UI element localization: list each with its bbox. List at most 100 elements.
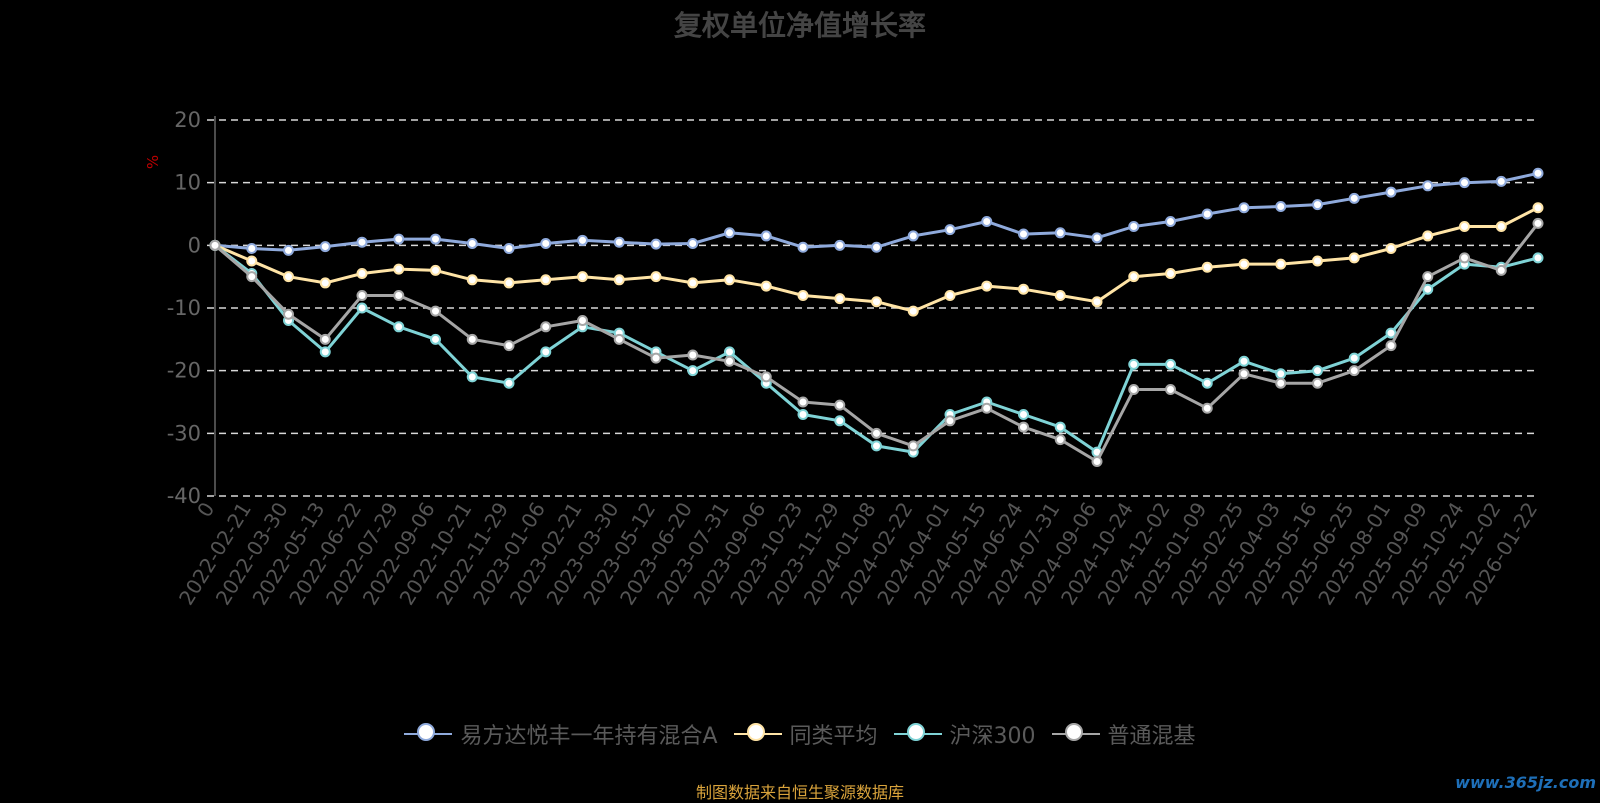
series-1-point [577,234,588,246]
series-1-point [797,241,809,253]
legend-label: 普通混基 [1107,724,1196,749]
legend-item[interactable]: 易方达悦丰一年持有混合A [404,718,718,750]
series-1-point [393,233,405,245]
series-4-point [1165,383,1176,395]
series-3-point [1054,421,1066,433]
series-3-point [797,409,809,421]
series-1-point [907,230,919,242]
series-3-point [1532,252,1544,264]
y-tick-label: 20 [174,108,201,132]
series-3-point [430,333,441,345]
series-2-point [1532,202,1544,214]
series-1-point [466,237,478,249]
series-2-point [577,271,588,283]
series-1-point [981,216,993,228]
series-4-point [613,333,625,345]
series-4-point [319,333,331,345]
series-2-point [393,263,405,275]
series-2-point [981,280,993,292]
series-1-point [834,239,846,251]
legend-marker-icon [893,722,942,746]
series-4-point [687,349,699,361]
series-2-point [246,255,258,267]
data-source-note: 制图数据来自恒生聚源数据库 [695,783,904,802]
series-4-point [871,427,882,439]
series-3-point [1165,358,1176,370]
series-1-point [1385,186,1397,198]
series-4-point [981,402,993,414]
series-1-point [1459,177,1470,189]
series-4-point [393,289,405,301]
watermark: www.365jz.com [1455,773,1596,792]
series-3-point [319,346,331,358]
series-1-point [246,242,258,254]
legend: 易方达悦丰一年持有混合A 同类平均 沪深300 普通混基 [0,718,1600,750]
series-3-point [540,346,552,358]
series-4-point [1385,340,1397,352]
series-3-point [393,321,405,333]
series-2-point [319,277,331,289]
legend-marker-icon [733,722,782,746]
series-3-point [503,377,515,389]
series-2-point [907,305,919,317]
series-2-point [724,274,735,286]
series-2-point [1238,258,1250,270]
series-3-point [1348,352,1360,364]
series-3-point [1385,327,1397,339]
series-4-point [944,415,956,427]
series-1-point [1091,232,1103,244]
series-2-point [1128,271,1140,283]
series-4-point [246,271,258,283]
series-4-point [907,440,919,452]
legend-label: 同类平均 [789,724,878,749]
legend-label: 易方达悦丰一年持有混合A [460,724,718,749]
series-4-point [1128,383,1140,395]
legend-item[interactable]: 普通混基 [1051,718,1196,750]
series-2-point [1459,221,1470,233]
series-4-point [1459,252,1470,264]
series-2-point [1312,255,1323,267]
series-1-point [283,244,294,256]
series-1-point [1018,228,1029,240]
legend-label: 沪深300 [949,724,1036,749]
series-3-point [466,371,478,383]
series-4-point [1018,421,1029,433]
series-3-point [1201,377,1213,389]
y-tick-label: -10 [167,296,201,320]
series-2-point [1348,252,1360,264]
series-4-point [760,371,772,383]
series-4-point [650,352,662,364]
series-2-point [356,268,368,280]
x-tick-label: 0 [192,498,219,522]
series-1-point [871,241,882,253]
series-4-point [1312,377,1323,389]
series-4-point [1201,402,1213,414]
series-1-point [1238,202,1250,214]
series-4-point [466,333,478,345]
series-4-point [797,396,809,408]
series-2-point [687,277,699,289]
series-4-point [1275,377,1287,389]
series-2-point [1275,258,1287,270]
series-1-point [1532,167,1544,179]
series-2-point [1385,242,1397,254]
series-2-point [1091,296,1103,308]
series-1-point [1054,227,1066,239]
series-2-point [503,277,515,289]
series-1-point [1275,200,1287,212]
y-tick-label: -20 [167,359,201,383]
series-2-point [1495,221,1507,233]
series-2-point [430,264,441,276]
y-axis-label: % [144,155,162,169]
series-2-point [466,274,478,286]
series-2-point [1422,230,1434,242]
series-2-point [650,271,662,283]
series-1-point [1201,208,1213,220]
series-4-point [1348,365,1360,377]
series-1-point [1312,199,1323,211]
legend-item[interactable]: 同类平均 [733,718,878,750]
series-3-point [1275,368,1287,380]
legend-item[interactable]: 沪深300 [893,718,1036,750]
series-2-point [1018,283,1029,295]
series-2-point [1054,289,1066,301]
